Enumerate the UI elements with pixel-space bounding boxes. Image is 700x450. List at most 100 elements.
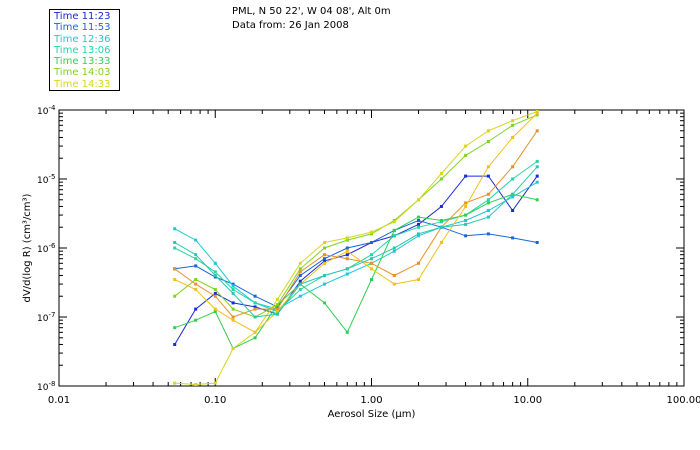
data-point: [535, 129, 539, 133]
data-point: [392, 282, 396, 286]
data-point: [511, 236, 515, 240]
legend-entry: Time 14:03: [54, 67, 111, 79]
data-point: [464, 144, 468, 148]
x-tick-label: 100.00: [667, 395, 700, 406]
chart-header: PML, N 50 22', W 04 08', Alt 0m Data fro…: [232, 5, 391, 33]
data-point: [464, 174, 468, 178]
data-point: [194, 307, 198, 311]
data-point: [194, 278, 198, 281]
data-point: [417, 278, 420, 281]
data-point: [535, 110, 539, 113]
series-line: [174, 166, 538, 318]
data-point: [194, 383, 198, 386]
data-point: [194, 264, 198, 268]
series-9: [173, 165, 539, 319]
series-3: [173, 159, 539, 313]
data-point: [275, 303, 279, 307]
x-tick-label: 0.10: [204, 395, 226, 406]
plot-frame: [58, 109, 685, 387]
data-point: [370, 253, 373, 257]
header-date: Data from: 26 Jan 2008: [232, 20, 349, 31]
data-point: [392, 220, 396, 224]
data-point: [417, 222, 420, 226]
series-4: [173, 192, 539, 350]
data-point: [213, 261, 217, 265]
data-point: [345, 246, 349, 250]
data-point: [253, 315, 257, 319]
data-point: [194, 257, 198, 261]
y-tick-exponent: -8: [48, 380, 55, 388]
data-point: [323, 259, 326, 263]
data-point: [511, 123, 515, 127]
data-point: [194, 282, 198, 286]
y-tick-base: 10: [37, 107, 49, 117]
data-point: [486, 129, 490, 133]
y-tick-exponent: -7: [48, 311, 55, 319]
data-point: [231, 291, 235, 295]
data-point: [194, 318, 198, 322]
data-point: [417, 219, 420, 222]
data-point: [298, 267, 302, 271]
legend-entry: Time 11:23: [54, 11, 111, 22]
data-point: [417, 225, 420, 229]
data-point: [345, 272, 349, 276]
legend-entry: Time 13:06: [54, 44, 111, 56]
data-point: [535, 113, 539, 117]
data-point: [464, 201, 468, 205]
data-point: [511, 177, 515, 181]
x-tick-label: 0.01: [48, 395, 70, 406]
data-point: [392, 234, 396, 238]
data-point: [231, 307, 235, 311]
x-axis-label: Aerosol Size (μm): [328, 409, 416, 420]
data-point: [392, 228, 396, 232]
data-point: [345, 238, 349, 242]
data-point: [464, 219, 468, 222]
data-point: [345, 253, 349, 257]
data-point: [194, 238, 198, 242]
data-point: [298, 282, 302, 286]
y-tick-base: 10: [37, 314, 49, 324]
data-point: [213, 381, 217, 385]
data-point: [439, 241, 443, 244]
data-point: [392, 246, 396, 250]
data-point: [231, 288, 235, 291]
data-point: [323, 261, 326, 265]
data-point: [486, 198, 490, 202]
data-point: [511, 192, 515, 196]
data-point: [345, 267, 349, 271]
x-tick-label: 10.00: [513, 395, 542, 406]
y-tick-base: 10: [37, 383, 49, 393]
data-point: [298, 270, 302, 274]
series-line: [174, 114, 538, 318]
series-7: [173, 129, 539, 319]
data-point: [231, 347, 235, 350]
y-tick-label: 10-5: [37, 173, 55, 186]
data-point: [486, 140, 490, 143]
data-point: [370, 232, 373, 236]
data-point: [323, 282, 326, 286]
data-point: [370, 241, 373, 244]
data-point: [213, 310, 217, 313]
data-point: [535, 159, 539, 163]
data-point: [439, 219, 443, 222]
data-point: [486, 192, 490, 196]
y-tick-exponent: -5: [48, 173, 55, 181]
data-point: [275, 305, 279, 309]
data-point: [275, 312, 279, 316]
data-point: [417, 215, 420, 219]
header-location: PML, N 50 22', W 04 08', Alt 0m: [232, 6, 391, 17]
data-point: [253, 307, 257, 311]
legend-entry: Time 13:33: [54, 56, 111, 68]
data-point: [417, 198, 420, 202]
data-point: [323, 246, 326, 250]
data-point: [464, 222, 468, 226]
series-line: [174, 111, 538, 386]
data-point: [173, 241, 177, 244]
data-point: [194, 288, 198, 291]
x-tick-label: 1.00: [360, 395, 382, 406]
legend-entry: Time 14:33: [54, 78, 111, 90]
data-point: [511, 119, 515, 123]
data-point: [486, 201, 490, 205]
data-point: [231, 282, 235, 286]
